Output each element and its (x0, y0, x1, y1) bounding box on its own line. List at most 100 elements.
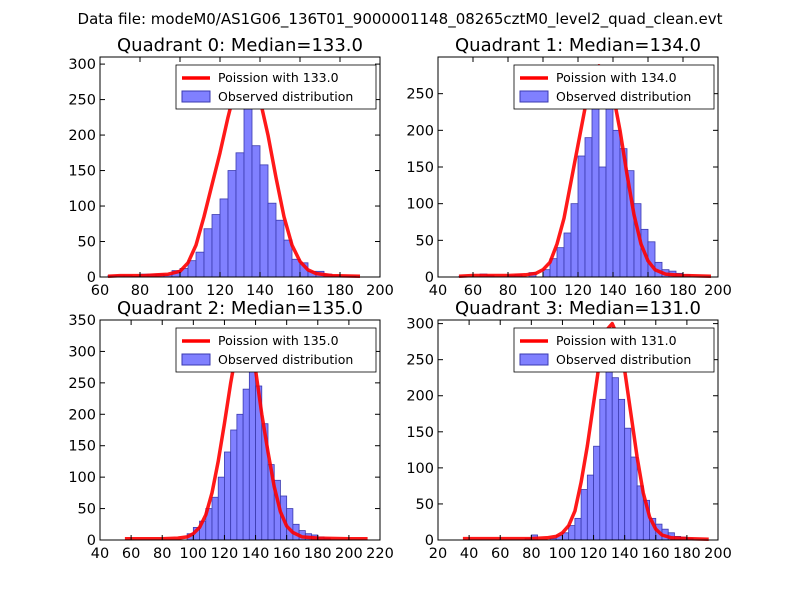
quadrant-2-histogram (186, 363, 331, 541)
quadrant-2-panel: Quadrant 2: Median=135.040 60 80 100 120 140 1… (68, 298, 394, 562)
y-tick-label: 100 (406, 197, 434, 213)
x-tick-label: 40 (91, 546, 109, 562)
y-tick-label: 350 (68, 313, 96, 329)
quadrant-0-legend: Poission with 133.0 Observed distribution (175, 64, 377, 110)
histogram-bar (611, 377, 619, 541)
quadrant-2-axes-frame (99, 319, 381, 541)
histogram-bar (275, 219, 285, 278)
x-tick-label: 20 (429, 546, 447, 562)
x-tick-label: 200 (335, 546, 363, 562)
y-tick-label: 50 (78, 502, 96, 518)
x-tick-label: 180 (673, 546, 701, 562)
histogram-bar (243, 84, 253, 278)
legend-bar-label: Observed distribution (218, 352, 353, 367)
x-tick-label: 200 (366, 283, 394, 299)
histogram-bar (211, 214, 221, 278)
y-tick-label: 150 (68, 439, 96, 455)
x-tick-label: 160 (642, 546, 670, 562)
x-tick-label: 40 (460, 546, 478, 562)
y-tick-label: 50 (78, 235, 96, 251)
legend-bar-label: Observed distribution (556, 89, 691, 104)
legend-bar-swatch (519, 90, 549, 103)
histogram-bar (570, 203, 579, 278)
histogram-bar (217, 476, 225, 541)
x-tick-label: 100 (179, 546, 207, 562)
histogram-bar (574, 517, 582, 541)
histogram-bar (563, 232, 572, 278)
y-tick-label: 150 (406, 425, 434, 441)
y-tick-label: 200 (68, 128, 96, 144)
quadrant-2-title: Quadrant 2: Median=135.0 (117, 298, 363, 319)
panels: Quadrant 0: Median=133.060 80 100 120 140 160… (68, 35, 732, 562)
histogram-bar (251, 145, 261, 278)
quadrant-1-legend: Poission with 134.0 Observed distribution (513, 64, 715, 110)
y-tick-label: 50 (416, 233, 434, 249)
histogram-bar (267, 202, 277, 278)
histogram-bar (624, 427, 632, 541)
y-tick-label: 100 (68, 470, 96, 486)
x-tick-label: 120 (206, 283, 234, 299)
legend-curve-label: Poission with 135.0 (218, 333, 339, 348)
y-tick-label: 0 (87, 533, 96, 549)
y-tick-label: 100 (406, 461, 434, 477)
y-tick-label: 200 (68, 407, 96, 423)
histogram-bar (618, 398, 626, 541)
x-tick-label: 180 (669, 283, 697, 299)
quadrant-3-title: Quadrant 3: Median=131.0 (455, 298, 701, 319)
x-tick-label: 180 (326, 283, 354, 299)
quadrant-0-axes-frame (99, 56, 381, 278)
histogram-bar (236, 413, 244, 541)
x-tick-label: 100 (529, 283, 557, 299)
y-tick-label: 150 (406, 160, 434, 176)
y-tick-label: 0 (425, 533, 434, 549)
x-tick-label: 80 (131, 283, 149, 299)
histogram-bar (593, 445, 601, 541)
x-tick-label: 80 (499, 283, 517, 299)
histogram-bar (224, 451, 232, 541)
quadrant-3-legend: Poission with 131.0 Observed distribution (513, 327, 715, 373)
histogram-bar (580, 489, 588, 541)
x-tick-label: 100 (549, 546, 577, 562)
x-tick-label: 60 (91, 283, 109, 299)
x-tick-label: 160 (634, 283, 662, 299)
histogram-bar (599, 398, 607, 541)
legend-curve-label: Poission with 134.0 (556, 70, 677, 85)
histogram-bar (591, 85, 600, 278)
histogram-bar (612, 129, 621, 278)
x-tick-label: 80 (522, 546, 540, 562)
histogram-bar (230, 429, 238, 541)
y-tick-label: 50 (416, 497, 434, 513)
figure-suptitle: Data file: modeM0/AS1G06_136T01_90000011… (78, 10, 723, 29)
quadrant-1-panel: Quadrant 1: Median=134.0 40 60 80 100 120 140 1… (406, 35, 732, 299)
y-tick-label: 300 (68, 57, 96, 73)
x-tick-label: 140 (599, 283, 627, 299)
y-tick-label: 250 (406, 87, 434, 103)
quadrant-1-histogram (458, 85, 691, 278)
histogram-bar (219, 198, 229, 278)
y-tick-label: 250 (68, 376, 96, 392)
y-tick-label: 250 (68, 93, 96, 109)
y-tick-label: 200 (406, 123, 434, 139)
histogram-bar (556, 247, 565, 278)
quadrant-0-panel: Quadrant 0: Median=133.0 60 80 100 120 140 160… (68, 35, 394, 299)
y-tick-label: 250 (406, 353, 434, 369)
x-tick-label: 120 (211, 546, 239, 562)
x-tick-label: 60 (464, 283, 482, 299)
quadrant-3-axes-frame (437, 319, 719, 541)
histogram-bar (242, 388, 250, 541)
quadrant-2-legend: Poission with 135.0 Observed distribution (175, 327, 377, 373)
quadrant-3-panel: Quadrant 3: Median=131.020 40 60 80 100 120 14… (406, 298, 732, 562)
x-tick-label: 60 (491, 546, 509, 562)
x-tick-label: 40 (429, 283, 447, 299)
y-tick-label: 300 (68, 344, 96, 360)
x-tick-label: 120 (564, 283, 592, 299)
histogram-bar (598, 166, 607, 278)
y-tick-label: 0 (425, 270, 434, 286)
histogram-bar (227, 170, 237, 278)
x-tick-label: 200 (704, 283, 732, 299)
legend-bar-swatch (181, 90, 211, 103)
histogram-bar (203, 228, 213, 278)
histogram-bar (211, 496, 219, 541)
histogram-bar (568, 525, 576, 541)
